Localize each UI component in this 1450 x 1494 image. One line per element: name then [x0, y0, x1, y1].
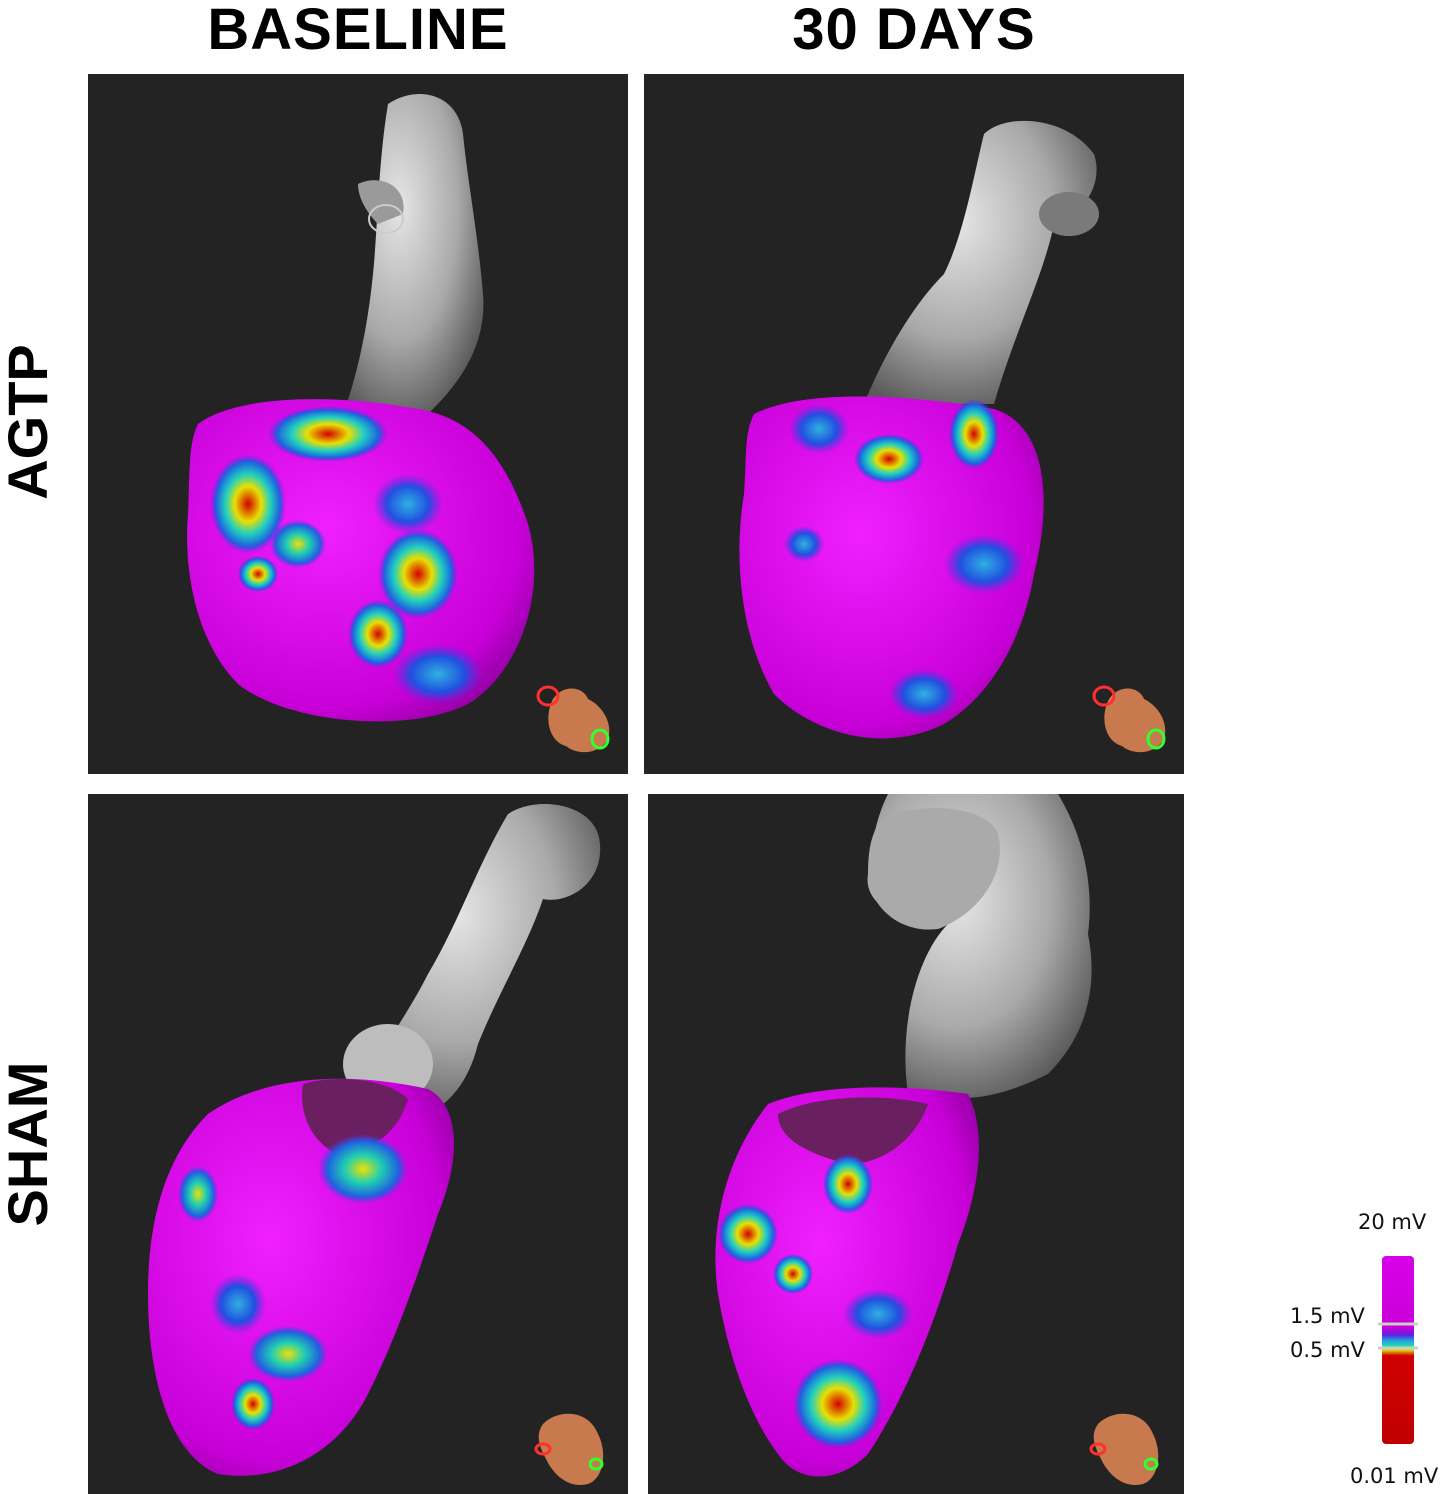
map-agtp-30-days — [644, 74, 1184, 774]
torso-orientation-icon — [534, 1413, 604, 1485]
map-agtp-baseline — [88, 74, 628, 774]
map-sham-baseline — [88, 794, 628, 1494]
legend-label-1-5mv: 1.5 mV — [1290, 1304, 1365, 1328]
column-header-30-days: 30 DAYS — [792, 0, 1036, 62]
voltage-legend: 20 mV 1.5 mV 0.5 mV 0.01 mV — [1270, 1200, 1450, 1494]
column-header-baseline: BASELINE — [207, 0, 509, 62]
map-sham-30-days — [648, 794, 1184, 1494]
legend-label-20mv: 20 mV — [1358, 1210, 1427, 1234]
torso-orientation-icon — [1089, 1413, 1159, 1485]
legend-color-bar — [1382, 1256, 1414, 1444]
torso-orientation-icon — [536, 685, 610, 753]
row-header-sham: SHAM — [0, 1061, 59, 1227]
legend-label-0-5mv: 0.5 mV — [1290, 1338, 1365, 1362]
torso-orientation-icon — [1092, 685, 1166, 753]
legend-label-0-01mv: 0.01 mV — [1350, 1464, 1439, 1488]
row-header-agtp: AGTP — [0, 344, 59, 500]
